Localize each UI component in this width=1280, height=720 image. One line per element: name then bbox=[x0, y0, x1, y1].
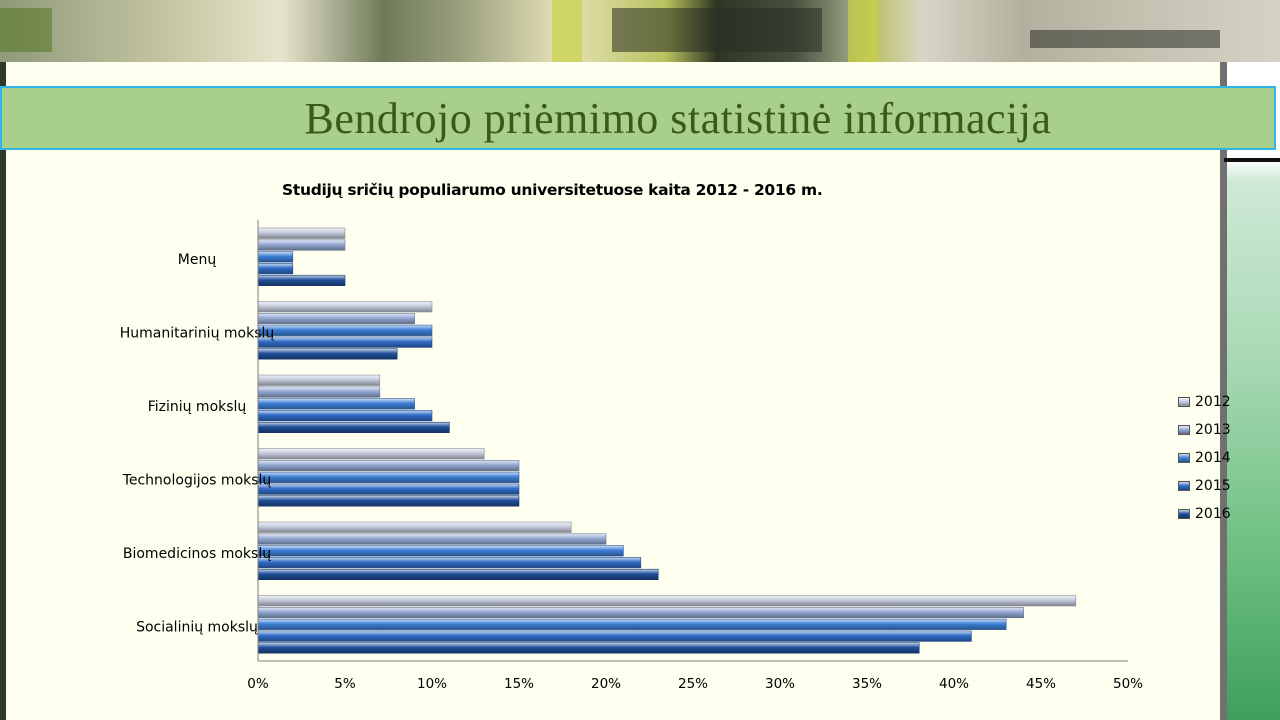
legend-item-2015: 2015 bbox=[1178, 472, 1231, 500]
legend-swatch bbox=[1178, 453, 1190, 463]
legend-item-2014: 2014 bbox=[1178, 444, 1231, 472]
x-tick-label: 40% bbox=[939, 676, 969, 692]
x-tick-label: 25% bbox=[678, 676, 708, 692]
bar-2012-3 bbox=[257, 448, 485, 460]
chart-legend: 2012 2013 2014 2015 2016 bbox=[1178, 388, 1231, 528]
bar-2016-2 bbox=[257, 421, 450, 434]
x-tick-label: 30% bbox=[765, 676, 795, 692]
bar-2012-0 bbox=[257, 227, 346, 239]
bar-2016-3 bbox=[257, 495, 520, 507]
bar-2015-0 bbox=[257, 263, 294, 275]
header-photo-banner bbox=[0, 0, 1280, 62]
bar-2012-2 bbox=[257, 374, 381, 386]
legend-label: 2012 bbox=[1195, 394, 1231, 410]
bar-2016-0 bbox=[257, 274, 346, 287]
bar-2016-5 bbox=[257, 642, 920, 654]
bar-2013-4 bbox=[257, 533, 607, 545]
legend-swatch bbox=[1178, 509, 1190, 519]
legend-swatch bbox=[1178, 481, 1190, 491]
bar-2014-1 bbox=[257, 324, 433, 336]
bar-2014-5 bbox=[257, 618, 1007, 630]
category-label: Technologijos mokslų bbox=[122, 472, 272, 488]
category-label: Humanitarinių mokslų bbox=[120, 325, 275, 341]
bar-2014-3 bbox=[257, 471, 520, 483]
slide-right-accent-line bbox=[1224, 158, 1280, 162]
bar-2012-4 bbox=[257, 521, 572, 533]
category-label: Menų bbox=[178, 252, 217, 268]
category-label: Socialinių mokslų bbox=[136, 619, 258, 635]
legend-label: 2014 bbox=[1195, 450, 1231, 466]
bar-2013-5 bbox=[257, 606, 1024, 619]
category-label: Biomedicinos mokslų bbox=[123, 546, 271, 562]
bar-2015-3 bbox=[257, 483, 520, 495]
bar-2016-4 bbox=[257, 568, 659, 581]
bar-2015-5 bbox=[257, 630, 972, 642]
bar-2012-5 bbox=[257, 595, 1077, 607]
bar-2014-0 bbox=[257, 251, 294, 263]
legend-label: 2015 bbox=[1195, 478, 1231, 494]
bar-2013-2 bbox=[257, 386, 381, 398]
bar-2013-1 bbox=[257, 312, 415, 325]
bar-2013-3 bbox=[257, 459, 520, 472]
x-tick-label: 20% bbox=[591, 676, 621, 692]
legend-item-2016: 2016 bbox=[1178, 500, 1231, 528]
x-tick-label: 10% bbox=[417, 676, 447, 692]
x-tick-label: 0% bbox=[247, 676, 269, 692]
bar-2014-4 bbox=[257, 545, 624, 557]
slide-left-edge bbox=[0, 62, 6, 720]
x-tick-label: 45% bbox=[1026, 676, 1056, 692]
x-tick-label: 5% bbox=[334, 676, 356, 692]
legend-item-2013: 2013 bbox=[1178, 416, 1231, 444]
legend-label: 2016 bbox=[1195, 506, 1231, 522]
legend-item-2012: 2012 bbox=[1178, 388, 1231, 416]
slide-title: Bendrojo priėmimo statistinė informacija bbox=[304, 93, 1052, 143]
slide-right-divider bbox=[1220, 62, 1227, 720]
x-tick-label: 35% bbox=[852, 676, 882, 692]
bar-2012-1 bbox=[257, 301, 433, 313]
legend-label: 2013 bbox=[1195, 422, 1231, 438]
x-tick-label: 15% bbox=[504, 676, 534, 692]
bar-2015-4 bbox=[257, 557, 642, 569]
bar-2013-0 bbox=[257, 239, 346, 251]
bar-2015-1 bbox=[257, 336, 433, 348]
category-label: Fizinių mokslų bbox=[148, 399, 247, 415]
bar-2015-2 bbox=[257, 410, 433, 422]
legend-swatch bbox=[1178, 425, 1190, 435]
title-band: Bendrojo priėmimo statistinė informacija bbox=[0, 86, 1276, 150]
legend-swatch bbox=[1178, 397, 1190, 407]
bar-2014-2 bbox=[257, 398, 415, 410]
chart-title: Studijų sričių populiarumo universitetuo… bbox=[282, 181, 823, 199]
slide-right-decor-panel bbox=[1220, 62, 1280, 720]
bar-2016-1 bbox=[257, 348, 398, 360]
x-tick-label: 50% bbox=[1113, 676, 1143, 692]
